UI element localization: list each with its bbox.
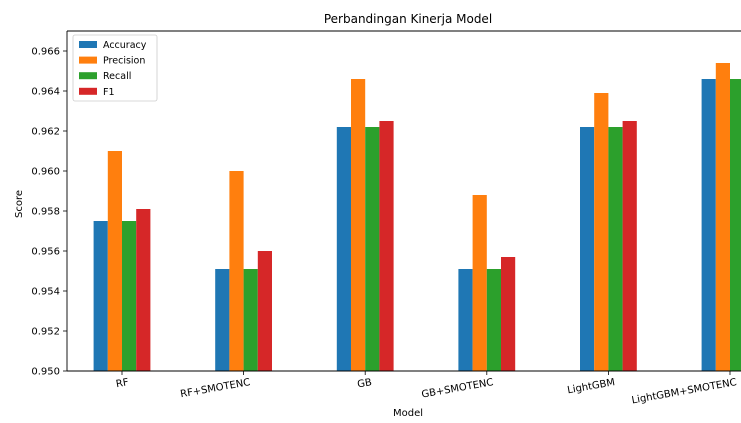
bar-accuracy-lightgbm xyxy=(580,127,595,371)
bar-precision-gb+smotenc xyxy=(472,195,487,371)
y-tick-label: 0.952 xyxy=(31,327,60,338)
y-tick-label: 0.966 xyxy=(31,47,60,58)
bar-precision-rf+smotenc xyxy=(229,171,244,371)
y-tick-label: 0.950 xyxy=(31,367,60,378)
bar-f1-rf+smotenc xyxy=(257,251,272,371)
bar-precision-lightgbm+smotenc xyxy=(715,63,730,371)
legend-label-accuracy: Accuracy xyxy=(103,40,147,51)
bar-precision-gb xyxy=(351,79,366,371)
legend-swatch-f1 xyxy=(79,87,97,95)
bar-f1-gb+smotenc xyxy=(501,257,516,371)
x-tick-label: GB+SMOTENC xyxy=(421,377,495,400)
legend-label-precision: Precision xyxy=(103,56,145,67)
legend: Accuracy Precision Recall F1 xyxy=(72,34,158,102)
bar-accuracy-rf+smotenc xyxy=(215,269,230,371)
bar-f1-rf xyxy=(136,209,151,371)
x-tick-label: RF xyxy=(115,377,130,390)
y-tick-label: 0.954 xyxy=(31,287,60,298)
bars-group xyxy=(93,63,741,371)
bar-recall-rf+smotenc xyxy=(243,269,258,371)
bar-accuracy-rf xyxy=(93,221,108,371)
y-tick-label: 0.964 xyxy=(31,87,60,98)
bar-precision-lightgbm xyxy=(594,93,609,371)
bar-accuracy-lightgbm+smotenc xyxy=(701,79,716,371)
bar-accuracy-gb xyxy=(336,127,351,371)
chart-title: Perbandingan Kinerja Model xyxy=(324,12,492,26)
legend-swatch-accuracy xyxy=(79,41,97,48)
legend-label-f1: F1 xyxy=(103,87,115,98)
y-tick-label: 0.958 xyxy=(31,207,60,218)
x-tick-label: GB xyxy=(356,377,372,390)
x-tick-label: LightGBM+SMOTENC xyxy=(631,377,738,406)
x-tick-label: RF+SMOTENC xyxy=(179,377,251,400)
bar-f1-gb xyxy=(379,121,394,371)
y-axis-label: Score xyxy=(14,190,25,218)
legend-swatch-precision xyxy=(79,56,97,64)
x-axis-label: Model xyxy=(393,408,423,419)
bar-recall-lightgbm xyxy=(608,127,623,371)
x-tick-label: LightGBM xyxy=(567,377,616,396)
bar-recall-gb+smotenc xyxy=(486,269,501,371)
bar-accuracy-gb+smotenc xyxy=(458,269,473,371)
legend-swatch-recall xyxy=(79,72,97,80)
legend-box xyxy=(72,34,158,102)
y-tick-label: 0.962 xyxy=(31,127,60,138)
bar-recall-rf xyxy=(122,221,137,371)
y-tick-label: 0.960 xyxy=(31,167,60,178)
bar-recall-lightgbm+smotenc xyxy=(730,79,741,371)
bar-recall-gb xyxy=(365,127,380,371)
bar-f1-lightgbm xyxy=(622,121,637,371)
y-tick-label: 0.956 xyxy=(31,247,60,258)
legend-label-recall: Recall xyxy=(103,71,131,82)
bar-precision-rf xyxy=(107,151,122,371)
